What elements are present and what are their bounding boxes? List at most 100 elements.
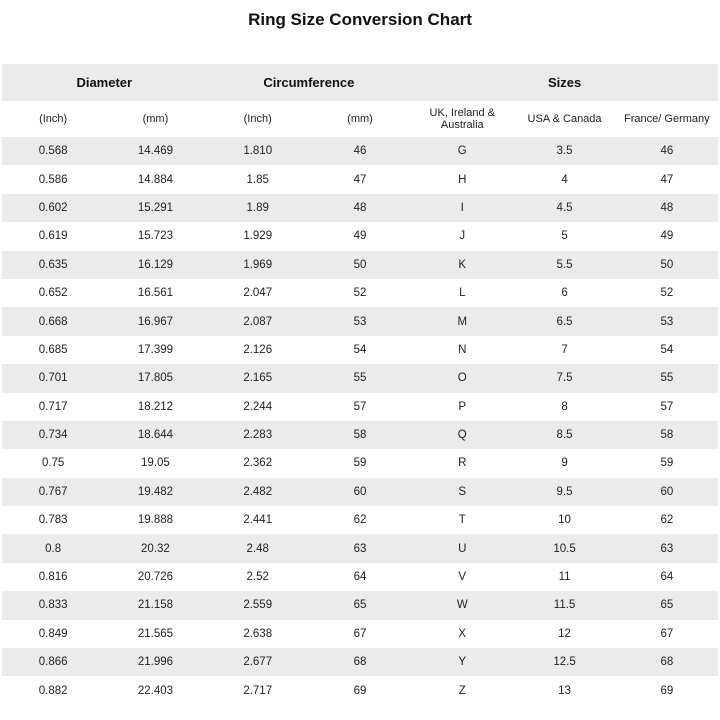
cell-circumference-mm: 63 [308, 534, 412, 563]
cell-diameter-inch: 0.568 [2, 137, 105, 166]
cell-circumference-mm: 69 [353, 684, 367, 697]
cell-diameter-mm: 17.399 [137, 343, 174, 356]
cell-diameter-inch: 0.685 [38, 343, 68, 356]
cell-diameter-mm: 19.888 [137, 514, 174, 527]
cell-diameter-mm: 20.726 [137, 571, 174, 584]
cell-diameter-mm: 21.996 [104, 648, 207, 677]
cell-uk-size: X [458, 627, 467, 640]
cell-circumference-mm: 46 [308, 137, 412, 166]
cell-uk-size: S [411, 477, 514, 507]
cell-usa-size: 10 [558, 514, 571, 527]
cell-diameter-mm: 16.561 [137, 287, 174, 300]
table-row: 0.619 15.723 1.929 49 J 5 49 [2, 222, 718, 250]
cell-france-size: 46 [615, 137, 718, 166]
cell-usa-size: 5.5 [513, 250, 616, 279]
cell-circumference-inch: 2.638 [243, 627, 273, 640]
cell-circumference-inch: 2.087 [206, 307, 309, 336]
table-row: 0.701 17.805 2.165 55 O 7.5 55 [2, 364, 718, 393]
cell-uk-size: T [458, 514, 466, 527]
table-row: 0.866 21.996 2.677 68 Y 12.5 68 [2, 648, 718, 677]
table-row: 0.685 17.399 2.126 54 N 7 54 [2, 336, 718, 364]
cell-france-size: 63 [615, 534, 718, 563]
cell-circumference-inch: 2.441 [243, 514, 273, 527]
cell-usa-size: 7 [561, 343, 568, 356]
cell-diameter-inch: 0.668 [2, 307, 105, 336]
cell-diameter-inch: 0.833 [2, 591, 105, 620]
cell-diameter-inch: 0.8 [2, 534, 105, 563]
cell-uk-size: R [458, 457, 467, 470]
table-row: 0.767 19.482 2.482 60 S 9.5 60 [2, 477, 718, 507]
cell-usa-size: 6 [561, 287, 568, 300]
table-row: 0.717 18.212 2.244 57 P 8 57 [2, 393, 718, 421]
cell-france-size: 47 [660, 173, 674, 186]
cell-circumference-mm: 52 [353, 287, 367, 300]
cell-diameter-inch: 0.602 [2, 193, 105, 223]
cell-circumference-mm: 58 [308, 420, 412, 450]
cell-diameter-mm: 15.723 [137, 230, 174, 243]
cell-uk-size: O [411, 364, 514, 393]
cell-circumference-mm: 62 [353, 514, 367, 527]
cell-usa-size: 7.5 [513, 364, 616, 393]
cell-france-size: 48 [615, 193, 718, 223]
cell-diameter-inch: 0.783 [38, 514, 68, 527]
cell-usa-size: 13 [558, 684, 571, 697]
cell-circumference-inch: 2.047 [243, 287, 273, 300]
cell-uk-size: K [411, 250, 514, 279]
cell-france-size: 57 [660, 400, 674, 413]
cell-france-size: 54 [660, 343, 674, 356]
cell-diameter-inch: 0.717 [38, 400, 68, 413]
cell-usa-size: 9 [561, 457, 568, 470]
cell-france-size: 50 [615, 250, 718, 279]
cell-circumference-mm: 50 [308, 250, 412, 279]
cell-uk-size: Y [411, 648, 514, 677]
cell-circumference-inch: 1.810 [206, 137, 309, 166]
cell-circumference-inch: 2.482 [206, 477, 309, 507]
cell-circumference-mm: 48 [308, 193, 412, 223]
cell-france-size: 58 [615, 420, 718, 450]
cell-france-size: 49 [660, 230, 674, 243]
col-header-diameter-mm: (mm) [104, 101, 207, 137]
cell-france-size: 59 [660, 457, 674, 470]
cell-circumference-inch: 1.85 [246, 173, 269, 186]
table-row: 0.75 19.05 2.362 59 R 9 59 [2, 449, 718, 477]
cell-diameter-mm: 14.469 [104, 137, 207, 166]
cell-diameter-mm: 21.565 [137, 627, 174, 640]
cell-diameter-mm: 16.129 [104, 250, 207, 279]
table-row: 0.816 20.726 2.52 64 V 11 64 [2, 563, 718, 591]
cell-uk-size: P [458, 400, 467, 413]
cell-diameter-inch: 0.866 [2, 648, 105, 677]
cell-usa-size: 9.5 [513, 477, 616, 507]
cell-circumference-mm: 59 [353, 457, 367, 470]
cell-circumference-inch: 2.559 [206, 591, 309, 620]
table-row: 0.849 21.565 2.638 67 X 12 67 [2, 620, 718, 648]
cell-circumference-mm: 60 [308, 477, 412, 507]
cell-circumference-mm: 57 [353, 400, 367, 413]
table-row: 0.833 21.158 2.559 65 W 11.5 65 [2, 591, 718, 620]
group-header-row: Diameter Circumference Sizes [2, 64, 718, 101]
cell-diameter-inch: 0.849 [38, 627, 68, 640]
cell-uk-size: Z [458, 684, 466, 697]
col-header-france-size: France/ Germany [615, 101, 718, 137]
cell-circumference-mm: 67 [353, 627, 367, 640]
cell-usa-size: 4.5 [513, 193, 616, 223]
cell-circumference-inch: 2.244 [243, 400, 273, 413]
cell-usa-size: 11 [558, 571, 571, 584]
cell-diameter-inch: 0.734 [2, 420, 105, 450]
cell-diameter-inch: 0.767 [2, 477, 105, 507]
cell-uk-size: H [458, 173, 467, 186]
cell-france-size: 65 [615, 591, 718, 620]
cell-france-size: 68 [615, 648, 718, 677]
cell-circumference-inch: 1.969 [206, 250, 309, 279]
cell-circumference-inch: 2.362 [243, 457, 273, 470]
cell-uk-size: L [459, 287, 466, 300]
cell-diameter-mm: 16.967 [104, 307, 207, 336]
cell-diameter-inch: 0.882 [38, 684, 68, 697]
cell-diameter-mm: 14.884 [137, 173, 174, 186]
cell-uk-size: N [458, 343, 467, 356]
cell-france-size: 53 [615, 307, 718, 336]
col-header-diameter-inch: (Inch) [2, 101, 105, 137]
cell-circumference-inch: 1.929 [243, 230, 273, 243]
cell-france-size: 62 [660, 514, 674, 527]
col-header-circumference-mm: (mm) [308, 101, 412, 137]
cell-circumference-inch: 2.48 [206, 534, 309, 563]
